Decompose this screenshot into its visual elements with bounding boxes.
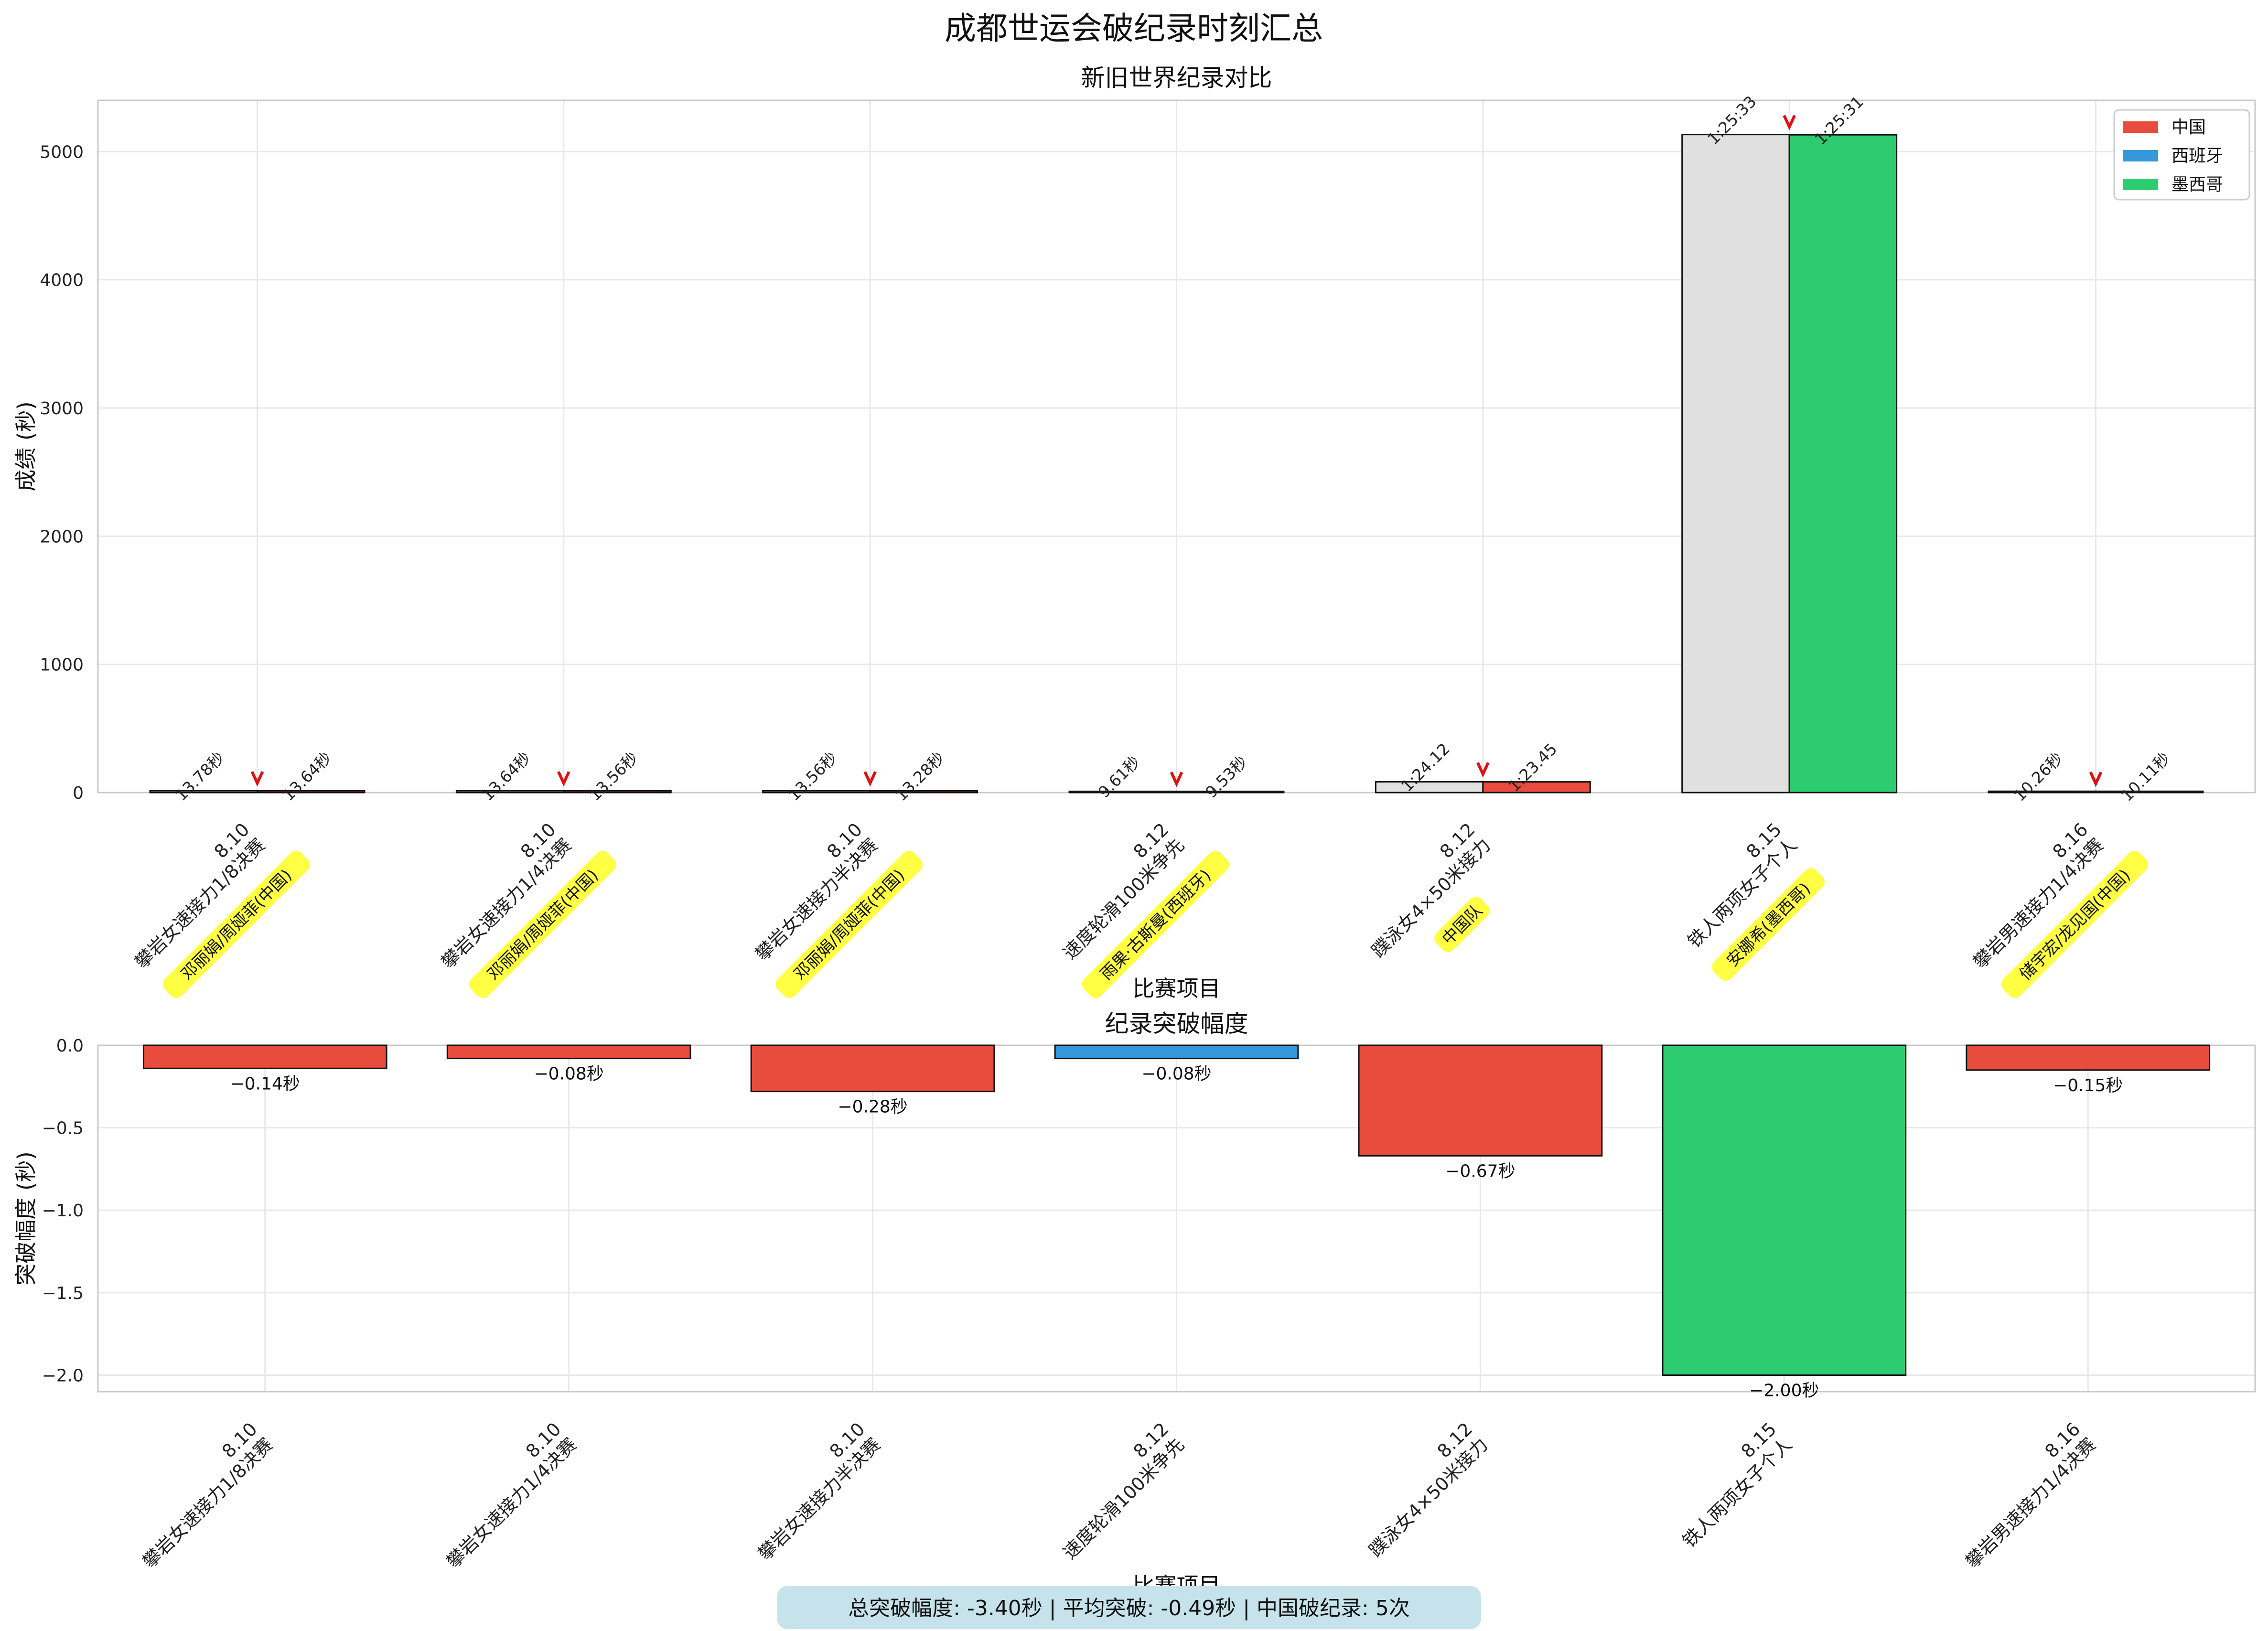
new-record-bar bbox=[2095, 790, 2204, 794]
new-record-bar bbox=[869, 790, 978, 794]
y-tick-label: 4000 bbox=[40, 271, 84, 290]
athlete-name: 储宇宏/龙见国(中国) bbox=[2016, 866, 2134, 984]
athlete-name: 邓丽娟/周娅菲(中国) bbox=[790, 866, 908, 984]
new-record-bar bbox=[1788, 134, 1898, 794]
y-tick-label: 3000 bbox=[40, 399, 84, 418]
new-record-bar bbox=[256, 790, 365, 794]
y-tick-label: −1.0 bbox=[42, 1201, 84, 1221]
improvement-value-label: −0.28秒 bbox=[838, 1097, 907, 1117]
improvement-bar bbox=[750, 1044, 995, 1093]
x-tick-label: 8.16攀岩男速接力1/4决赛 bbox=[1946, 1418, 2100, 1572]
improvement-bar bbox=[142, 1044, 387, 1069]
improvement-bar bbox=[446, 1044, 691, 1060]
y-tick-label: 0 bbox=[73, 783, 84, 803]
x-tick-label: 8.16攀岩男速接力1/4决赛 bbox=[1954, 819, 2107, 973]
athlete-tag: 安娜希(墨西哥) bbox=[1712, 868, 1825, 981]
x-axis-label: 比赛项目 bbox=[1133, 976, 1221, 1001]
x-tick-label: 8.12速度轮滑100米争先 bbox=[1043, 819, 1188, 964]
improvement-bar bbox=[1966, 1044, 2211, 1071]
y-tick-label: −2.0 bbox=[42, 1366, 84, 1385]
old-record-bar bbox=[1068, 790, 1178, 794]
x-tick-label: 8.10攀岩女速接力1/8决赛 bbox=[115, 819, 269, 973]
athlete-name: 邓丽娟/周娅菲(中国) bbox=[177, 866, 295, 984]
improvement-value-label: −2.00秒 bbox=[1749, 1381, 1819, 1400]
old-record-bar bbox=[1988, 790, 2097, 794]
improvement-value-label: −0.08秒 bbox=[1141, 1064, 1211, 1084]
summary-box: 总突破幅度: -3.40秒 | 平均突破: -0.49秒 | 中国破纪录: 5次 bbox=[777, 1586, 1481, 1629]
x-tick-label: 8.10攀岩女速接力半决赛 bbox=[739, 1418, 884, 1564]
new-record-bar bbox=[563, 790, 672, 794]
legend-swatch bbox=[2123, 179, 2158, 190]
improvement-value-label: −0.08秒 bbox=[534, 1064, 604, 1084]
athlete-tag-background bbox=[1712, 868, 1825, 981]
y-tick-label: 5000 bbox=[40, 142, 84, 162]
y-tick-label: −0.5 bbox=[42, 1119, 84, 1138]
improvement-bar bbox=[1358, 1044, 1603, 1157]
legend-label: 墨西哥 bbox=[2171, 175, 2223, 194]
x-tick-label: 8.10攀岩女速接力1/4决赛 bbox=[427, 1418, 580, 1572]
legend-label: 西班牙 bbox=[2171, 146, 2223, 166]
summary-text: 总突破幅度: -3.40秒 | 平均突破: -0.49秒 | 中国破纪录: 5次 bbox=[848, 1596, 1410, 1620]
improvement-bar bbox=[1054, 1044, 1299, 1060]
old-record-bar bbox=[762, 790, 871, 794]
y-tick-label: 2000 bbox=[40, 527, 84, 547]
athlete-name: 雨果·古斯曼(西班牙) bbox=[1097, 866, 1215, 984]
x-tick-label: 8.10攀岩女速接力1/8决赛 bbox=[123, 1418, 277, 1572]
improvement-arrow bbox=[1783, 115, 1796, 130]
summary-background bbox=[777, 1586, 1481, 1629]
old-record-bar bbox=[455, 790, 565, 794]
improvement-arrow bbox=[1170, 772, 1183, 787]
y-tick-label: 0.0 bbox=[56, 1036, 84, 1056]
improvement-value-label: −0.14秒 bbox=[230, 1074, 300, 1094]
athlete-tag-background bbox=[2001, 851, 2149, 998]
legend-label: 中国 bbox=[2171, 118, 2206, 137]
new-record-bar bbox=[1482, 781, 1591, 794]
y-tick-label: 1000 bbox=[40, 655, 84, 675]
athlete-tag-background bbox=[1082, 851, 1229, 998]
y-axis-label: 突破幅度 (秒) bbox=[13, 1151, 39, 1286]
improvement-bar bbox=[1662, 1044, 1907, 1376]
chart-title: 新旧世界纪录对比 bbox=[1081, 64, 1272, 92]
old-record-bar bbox=[1375, 781, 1484, 794]
legend-swatch bbox=[2123, 121, 2158, 133]
improvement-arrow bbox=[250, 771, 264, 787]
x-tick-label: 8.12蹼泳女4×50米接力 bbox=[1349, 1418, 1492, 1561]
athlete-tag-background bbox=[775, 851, 923, 998]
legend-swatch bbox=[2123, 150, 2158, 161]
improvement-arrow bbox=[2089, 772, 2103, 787]
x-tick-label: 8.12蹼泳女4×50米接力 bbox=[1352, 819, 1495, 962]
old-record-bar bbox=[149, 790, 258, 794]
athlete-tag-background bbox=[469, 851, 616, 998]
improvement-value-label: −0.15秒 bbox=[2053, 1076, 2123, 1095]
x-tick-label: 8.10攀岩女速接力半决赛 bbox=[736, 819, 881, 965]
chart-title: 纪录突破幅度 bbox=[1105, 1010, 1248, 1038]
athlete-tag-background bbox=[1434, 897, 1490, 952]
improvement-arrow bbox=[1476, 762, 1490, 778]
old-record-bar bbox=[1681, 134, 1790, 794]
athlete-name: 邓丽娟/周娅菲(中国) bbox=[484, 866, 602, 984]
x-tick-label: 8.15铁人两项女子个人 bbox=[1663, 1418, 1796, 1552]
athlete-tag-background bbox=[162, 851, 310, 998]
y-axis-label: 成绩 (秒) bbox=[13, 401, 39, 492]
x-tick-label: 8.15铁人两项女子个人 bbox=[1668, 819, 1801, 952]
improvement-arrow bbox=[863, 771, 877, 787]
y-tick-label: −1.5 bbox=[42, 1284, 84, 1303]
x-tick-label: 8.12速度轮滑100米争先 bbox=[1043, 1418, 1188, 1563]
figure-title: 成都世运会破纪录时刻汇总 bbox=[945, 10, 1323, 47]
x-tick-label: 8.10攀岩女速接力1/4决赛 bbox=[422, 819, 576, 973]
new-record-bar bbox=[1176, 790, 1285, 794]
improvement-arrow bbox=[557, 771, 570, 787]
improvement-value-label: −0.67秒 bbox=[1445, 1161, 1515, 1181]
